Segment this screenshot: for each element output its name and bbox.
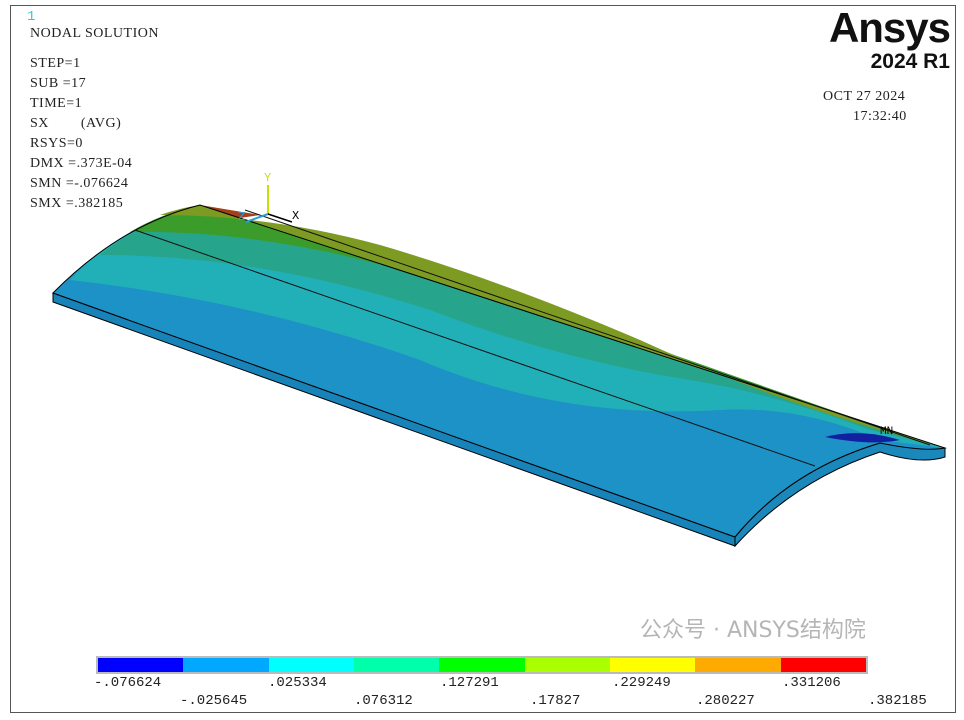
legend-label: .331206: [782, 675, 841, 691]
legend-bin-9: [780, 658, 866, 672]
legend-label: .17827: [530, 693, 581, 709]
surface-outline: [52, 204, 947, 538]
triad-z-label: Z: [238, 210, 245, 224]
triad-x-axis: [267, 213, 293, 223]
plot-time: 17:32:40: [853, 109, 907, 124]
info-time: TIME=1: [30, 96, 83, 111]
surface-band-min: [825, 433, 900, 443]
legend-label: .025334: [268, 675, 327, 691]
window-number: 1: [27, 9, 36, 25]
color-legend: [96, 656, 868, 674]
info-result: SX (AVG): [30, 116, 122, 131]
mn-marker: MN: [880, 426, 893, 438]
mesh-line: [134, 229, 816, 467]
watermark: 公众号 · ANSYS结构院: [640, 618, 866, 643]
legend-label: -.076624: [94, 675, 162, 691]
ansys-logo: Ansys 2024 R1: [828, 4, 951, 74]
legend-bin-8: [695, 658, 781, 672]
info-step: STEP=1: [30, 56, 81, 71]
legend-bin-5: [439, 658, 525, 672]
plot-title: NODAL SOLUTION: [30, 26, 159, 41]
legend-label: .076312: [354, 693, 413, 709]
surface-band-teal: [100, 205, 945, 448]
info-smn: SMN =-.076624: [30, 176, 129, 191]
legend-label: .229249: [612, 675, 671, 691]
legend-label: .382185: [868, 693, 927, 709]
plot-date: OCT 27 2024: [823, 89, 906, 104]
legend-bin-1: [98, 658, 184, 672]
info-rsys: RSYS=0: [30, 136, 83, 151]
logo-brand: Ansys: [828, 4, 951, 51]
surface-band-green: [130, 205, 945, 448]
surface-band-max: [200, 205, 260, 218]
logo-version: 2024 R1: [870, 50, 950, 73]
legend-bin-3: [268, 658, 354, 672]
legend-label: -.025645: [180, 693, 248, 709]
legend-bin-2: [183, 658, 269, 672]
legend-label: .127291: [440, 675, 499, 691]
mesh-line: [244, 209, 931, 446]
info-smx: SMX =.382185: [30, 196, 124, 211]
triad-x-label: X: [292, 209, 299, 223]
info-sub: SUB =17: [30, 76, 87, 91]
legend-bin-6: [524, 658, 610, 672]
legend-label: .280227: [696, 693, 755, 709]
legend-bin-7: [609, 658, 696, 672]
legend-bin-4: [353, 658, 440, 672]
info-dmx: DMX =.373E-04: [30, 156, 133, 171]
triad-z-axis: [245, 213, 269, 223]
triad-y-label: Y: [264, 171, 271, 185]
